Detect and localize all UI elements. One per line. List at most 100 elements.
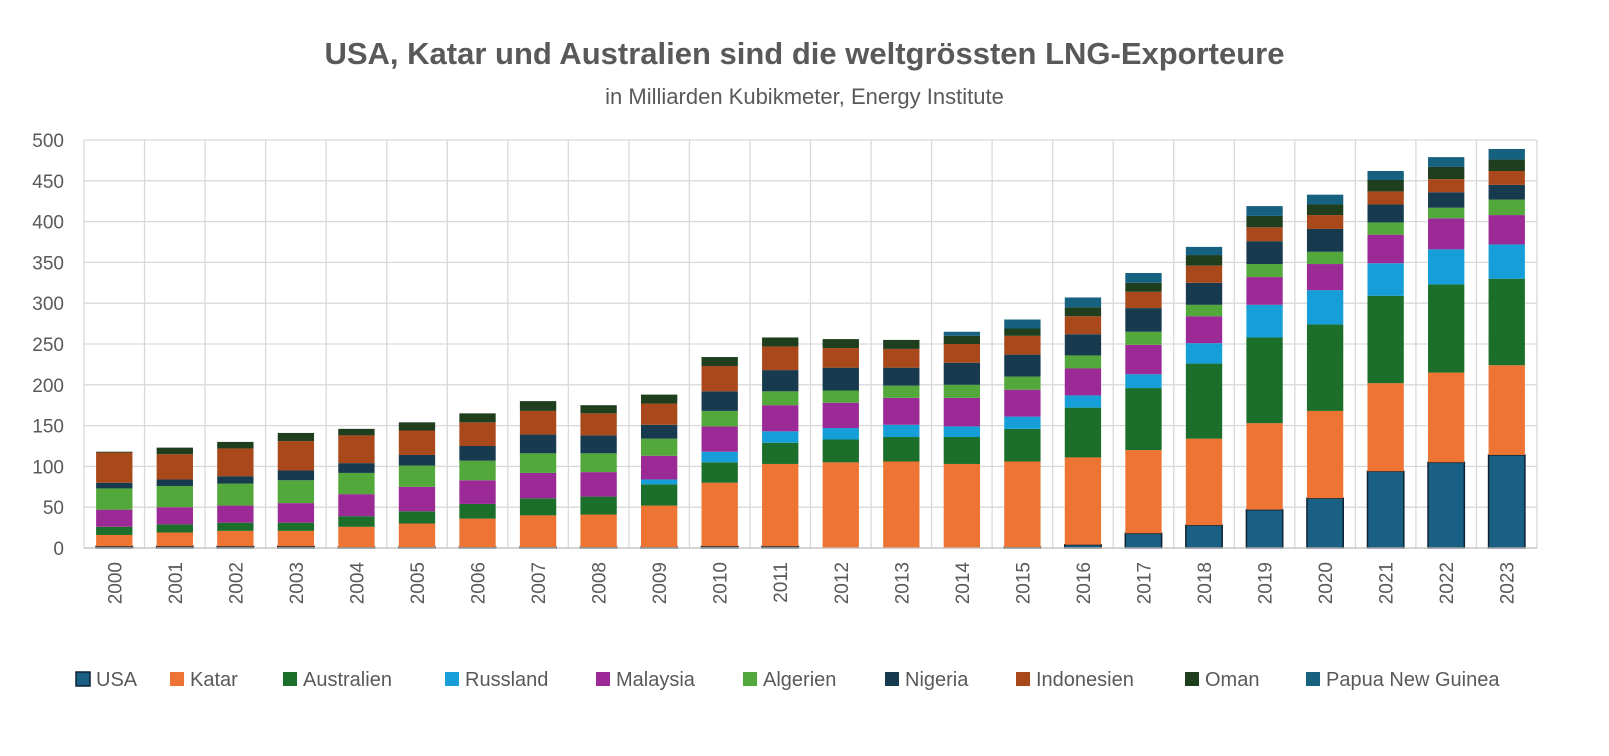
bar-usa-2018 (1185, 524, 1223, 549)
bar-australien-2018 (1185, 363, 1223, 439)
bar-papua-new-guinea-2017 (1125, 273, 1162, 283)
bar-malaysia-2010 (701, 426, 738, 452)
y-tick-label: 500 (32, 131, 64, 152)
bar-oman-2011 (762, 337, 799, 347)
bar-algerien-2012 (822, 390, 859, 403)
legend-label: Malaysia (616, 669, 696, 691)
bar-katar-2009 (640, 505, 678, 548)
bar-algerien-2023 (1488, 199, 1525, 216)
bar-katar-2022 (1428, 372, 1465, 463)
bar-australien-2008 (580, 496, 617, 515)
bar-usa-2022 (1427, 461, 1466, 549)
bar-papua-new-guinea-2021 (1367, 171, 1404, 180)
bar-malaysia-2022 (1428, 218, 1465, 250)
y-tick-label: 200 (32, 376, 64, 397)
legend-swatch (1306, 672, 1320, 686)
bar-russland-2016 (1064, 395, 1102, 408)
bar-indonesien-2010 (701, 366, 738, 392)
legend-swatch (170, 672, 184, 686)
bar-nigeria-2018 (1185, 282, 1223, 305)
bar-australien-2011 (762, 442, 799, 464)
bar-russland-2018 (1185, 343, 1223, 364)
bar-malaysia-2014 (943, 397, 981, 427)
x-tick-label: 2011 (771, 562, 792, 603)
bar-malaysia-2016 (1064, 368, 1102, 396)
x-tick-label: 2012 (832, 562, 853, 604)
bar-australien-2003 (277, 522, 315, 531)
bar-katar-2021 (1367, 383, 1404, 472)
bar-nigeria-2007 (519, 434, 557, 454)
bar-australien-2005 (398, 511, 436, 524)
legend-item-nigeria: Nigeria (885, 669, 969, 691)
gridlines (83, 139, 1538, 549)
bar-usa-2019 (1245, 508, 1284, 549)
legend-swatch (445, 672, 459, 686)
bar-katar-2005 (398, 523, 436, 548)
bar-russland-2015 (1004, 416, 1041, 429)
bar-australien-2022 (1428, 284, 1465, 373)
bar-katar-2020 (1306, 410, 1344, 499)
bar-australien-2017 (1125, 388, 1162, 451)
bar-indonesien-2004 (338, 435, 375, 464)
bar-russland-2012 (822, 428, 859, 440)
x-tick-label: 2022 (1437, 562, 1458, 604)
bar-indonesien-2023 (1488, 171, 1525, 185)
y-tick-label: 450 (32, 172, 64, 193)
y-tick-label: 250 (32, 335, 64, 356)
bar-algerien-2014 (943, 384, 981, 398)
bar-nigeria-2001 (156, 479, 193, 486)
bar-algerien-2001 (156, 485, 193, 508)
y-tick-label: 400 (32, 213, 64, 234)
bar-algerien-2005 (398, 465, 436, 487)
bar-oman-2002 (217, 441, 254, 449)
x-tick-label: 2005 (408, 562, 429, 604)
bar-malaysia-2011 (762, 405, 799, 432)
legend-label: Russland (465, 669, 548, 691)
bar-katar-2013 (883, 461, 920, 548)
chart-subtitle: in Milliarden Kubikmeter, Energy Institu… (605, 84, 1004, 109)
bar-indonesien-2020 (1306, 215, 1344, 229)
bar-indonesien-2005 (398, 430, 436, 455)
bar-nigeria-2014 (943, 362, 981, 385)
bar-indonesien-2001 (156, 454, 193, 480)
bar-nigeria-2000 (96, 482, 133, 489)
x-tick-label: 2001 (166, 562, 187, 604)
bar-malaysia-2001 (156, 507, 193, 525)
x-tick-label: 2010 (711, 562, 732, 604)
bar-indonesien-2013 (883, 348, 920, 368)
bar-oman-2017 (1125, 282, 1162, 292)
bar-papua-new-guinea-2020 (1306, 194, 1344, 205)
legend-item-russland: Russland (445, 669, 548, 691)
bar-papua-new-guinea-2022 (1428, 157, 1465, 167)
bar-papua-new-guinea-2019 (1246, 206, 1283, 216)
bar-malaysia-2002 (217, 505, 254, 523)
bar-oman-2016 (1064, 307, 1102, 317)
bar-nigeria-2020 (1306, 228, 1344, 252)
x-tick-label: 2020 (1316, 562, 1337, 604)
bar-indonesien-2014 (943, 344, 981, 363)
bar-malaysia-2018 (1185, 316, 1223, 344)
bar-katar-2001 (156, 532, 193, 547)
bar-algerien-2018 (1185, 304, 1223, 317)
bar-katar-2018 (1185, 438, 1223, 526)
legend-swatch (596, 672, 610, 686)
bar-australien-2021 (1367, 295, 1404, 384)
bar-oman-2000 (96, 451, 133, 453)
bar-oman-2007 (519, 401, 557, 411)
legend-item-algerien: Algerien (743, 669, 836, 691)
y-tick-label: 50 (43, 498, 64, 519)
bar-russland-2019 (1246, 304, 1283, 338)
x-tick-label: 2014 (953, 562, 974, 605)
bar-indonesien-2016 (1064, 316, 1102, 335)
bar-australien-2014 (943, 437, 981, 464)
bar-australien-2023 (1488, 278, 1525, 366)
bar-russland-2023 (1488, 244, 1525, 279)
bar-nigeria-2011 (762, 370, 799, 392)
x-tick-label: 2007 (529, 562, 550, 604)
bar-nigeria-2019 (1246, 241, 1283, 265)
bar-algerien-2017 (1125, 331, 1162, 345)
bar-australien-2007 (519, 498, 557, 516)
legend-swatch (1016, 672, 1030, 686)
bar-papua-new-guinea-2016 (1064, 297, 1102, 308)
